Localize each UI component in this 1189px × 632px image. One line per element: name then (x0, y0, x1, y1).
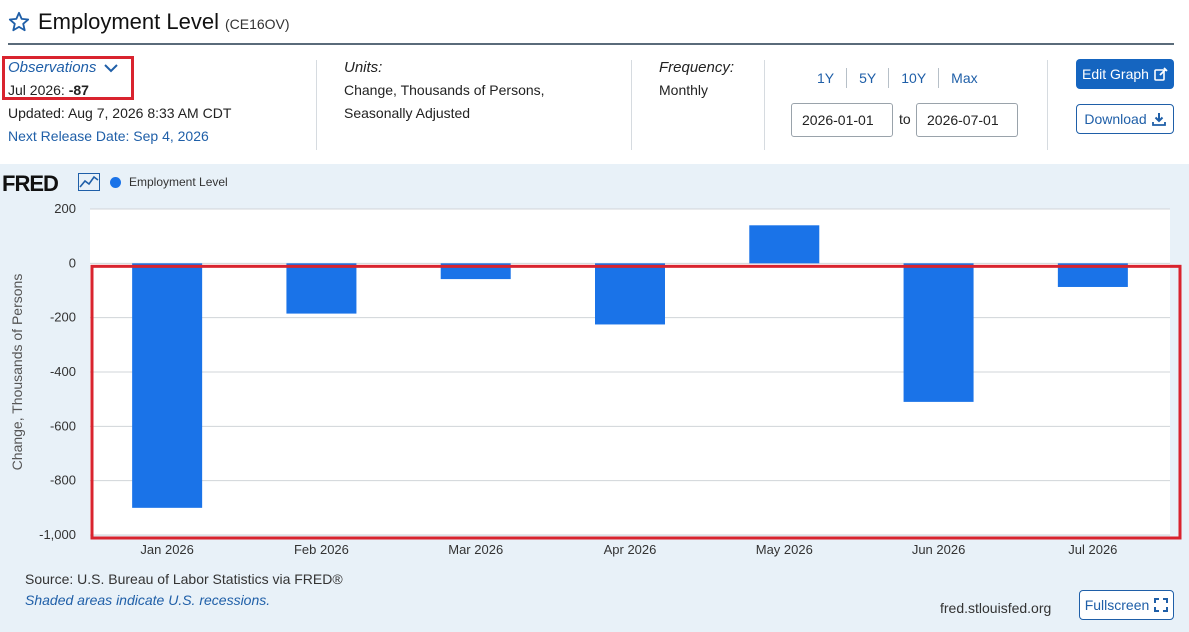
units-block: Units: Change, Thousands of Persons, Sea… (344, 56, 545, 125)
units-line-2: Seasonally Adjusted (344, 105, 471, 121)
range-tab-max[interactable]: Max (951, 70, 978, 86)
bar (595, 263, 665, 325)
title-divider (8, 43, 1174, 45)
x-tick-label: Jan 2026 (140, 542, 194, 557)
legend-marker (110, 176, 121, 188)
y-tick-label: -600 (50, 418, 76, 433)
next-release-link[interactable]: Next Release Date: Sep 4, 2026 (8, 128, 209, 144)
download-button[interactable]: Download (1076, 104, 1174, 134)
source-text: Source: U.S. Bureau of Labor Statistics … (25, 571, 343, 587)
observations-block: Observations Jul 2026: -87 Updated: Aug … (8, 56, 231, 148)
legend-label: Employment Level (129, 175, 228, 189)
y-tick-label: -1,000 (39, 527, 76, 542)
x-tick-label: Mar 2026 (448, 542, 503, 557)
bar (1057, 263, 1128, 287)
bar-chart: 200 0 -200 -400 -600 -800 -1,000 Jan 2026 Feb 20… (9, 201, 1182, 557)
y-tick-label: 200 (54, 201, 76, 216)
fred-url[interactable]: fred.stlouisfed.org (940, 600, 1052, 616)
frequency-label: Frequency: (659, 59, 735, 76)
bar (132, 263, 203, 508)
divider (316, 60, 317, 150)
graph-icon (78, 173, 100, 191)
bar (286, 263, 357, 314)
edit-graph-button[interactable]: Edit Graph (1076, 59, 1174, 89)
title-row: Employment Level (CE16OV) (8, 6, 290, 38)
range-tab-10y[interactable]: 10Y (889, 68, 940, 88)
highlight-box-negative-values (90, 264, 1182, 540)
y-axis-label: Change, Thousands of Persons (9, 274, 25, 471)
range-tabs: 1Y 5Y 10Y Max (805, 68, 990, 88)
frequency-block: Frequency: Monthly (659, 56, 734, 102)
start-date-input[interactable]: 2026-01-01 (791, 103, 893, 137)
latest-observation: Jul 2026: -87 (8, 79, 231, 102)
divider (764, 60, 765, 150)
observations-dropdown[interactable]: Observations (8, 56, 231, 79)
frequency-value: Monthly (659, 82, 709, 98)
chevron-down-icon[interactable] (104, 63, 118, 73)
fred-logo: FRED (2, 171, 59, 196)
edit-graph-label: Edit Graph (1082, 66, 1149, 82)
y-tick-label: -400 (50, 364, 76, 379)
range-tab-5y[interactable]: 5Y (847, 68, 890, 88)
units-line-1: Change, Thousands of Persons, (344, 82, 545, 98)
page-title: Employment Level (38, 9, 219, 34)
edit-icon (1154, 67, 1168, 81)
bar (749, 225, 820, 264)
recession-note: Shaded areas indicate U.S. recessions. (25, 592, 271, 608)
x-tick-label: Jun 2026 (912, 542, 966, 557)
units-label: Units: (344, 59, 383, 76)
y-tick-label: 0 (69, 255, 76, 270)
series-id: (CE16OV) (224, 16, 290, 32)
observations-label[interactable]: Observations (8, 59, 97, 76)
x-tick-label: Feb 2026 (294, 542, 349, 557)
range-tab-1y[interactable]: 1Y (805, 68, 848, 88)
observation-value: -87 (68, 82, 89, 98)
x-tick-label: May 2026 (756, 542, 813, 557)
to-label: to (899, 111, 911, 127)
bar (903, 263, 974, 402)
download-icon (1151, 113, 1166, 126)
divider (1047, 60, 1048, 150)
end-date-input[interactable]: 2026-07-01 (916, 103, 1018, 137)
x-tick-label: Jul 2026 (1068, 542, 1117, 557)
x-tick-label: Apr 2026 (604, 542, 657, 557)
updated-text: Updated: Aug 7, 2026 8:33 AM CDT (8, 105, 232, 121)
y-tick-label: -800 (50, 473, 76, 488)
fullscreen-button[interactable]: Fullscreen (1079, 590, 1174, 620)
fullscreen-label: Fullscreen (1084, 597, 1150, 613)
y-tick-label: -200 (50, 310, 76, 325)
highlight-box-observations (2, 56, 134, 100)
star-icon[interactable] (8, 11, 30, 33)
observation-date: Jul 2026: (8, 82, 65, 98)
divider (631, 60, 632, 150)
download-label: Download (1084, 111, 1147, 127)
chart-legend: Employment Level (110, 175, 228, 189)
fullscreen-icon (1154, 598, 1169, 612)
